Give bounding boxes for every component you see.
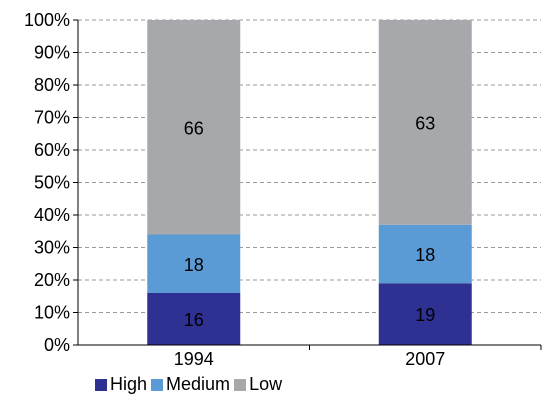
data-label: 16 <box>184 310 204 330</box>
bar-high-1994 <box>147 293 241 345</box>
legend-swatch-low <box>234 378 247 391</box>
data-label: 18 <box>415 245 435 265</box>
y-tick-label: 0% <box>44 335 70 355</box>
data-label: 66 <box>184 118 204 138</box>
legend-swatch-medium <box>151 378 164 391</box>
y-tick-label: 30% <box>34 238 70 258</box>
bars <box>147 20 472 345</box>
legend-item-low: Low <box>234 374 282 395</box>
y-tick-label: 100% <box>24 10 70 30</box>
y-tick-label: 10% <box>34 303 70 323</box>
legend-swatch-high <box>95 378 107 391</box>
y-tick-label: 50% <box>34 173 70 193</box>
y-tick-label: 60% <box>34 140 70 160</box>
legend-item-high: High <box>95 374 147 395</box>
y-tick-label: 90% <box>34 43 70 63</box>
x-tick-label: 1994 <box>174 349 214 369</box>
axes <box>73 19 542 350</box>
data-label: 19 <box>415 305 435 325</box>
legend-label-high: High <box>110 374 148 394</box>
legend-label-low: Low <box>249 374 283 394</box>
labels: 0% 10% 20% 30% 40% 50% 60% 70% 80% 90% 100% 16 18 66 1… <box>24 10 445 369</box>
y-tick-label: 40% <box>34 205 70 225</box>
legend-label-medium: Medium <box>166 374 231 394</box>
bar-medium-1994 <box>147 234 241 293</box>
y-tick-label: 70% <box>34 108 70 128</box>
bar-high-2007 <box>378 283 472 345</box>
y-tick-label: 20% <box>34 270 70 290</box>
y-tick-label: 80% <box>34 75 70 95</box>
legend-item-medium: Medium <box>151 374 230 395</box>
legend: High Medium Low <box>95 374 286 395</box>
bar-low-1994 <box>147 20 241 235</box>
data-label: 63 <box>415 113 435 133</box>
bar-medium-2007 <box>378 224 472 284</box>
data-label: 18 <box>184 255 204 275</box>
bar-low-2007 <box>378 20 472 225</box>
x-tick-label: 2007 <box>405 349 445 369</box>
